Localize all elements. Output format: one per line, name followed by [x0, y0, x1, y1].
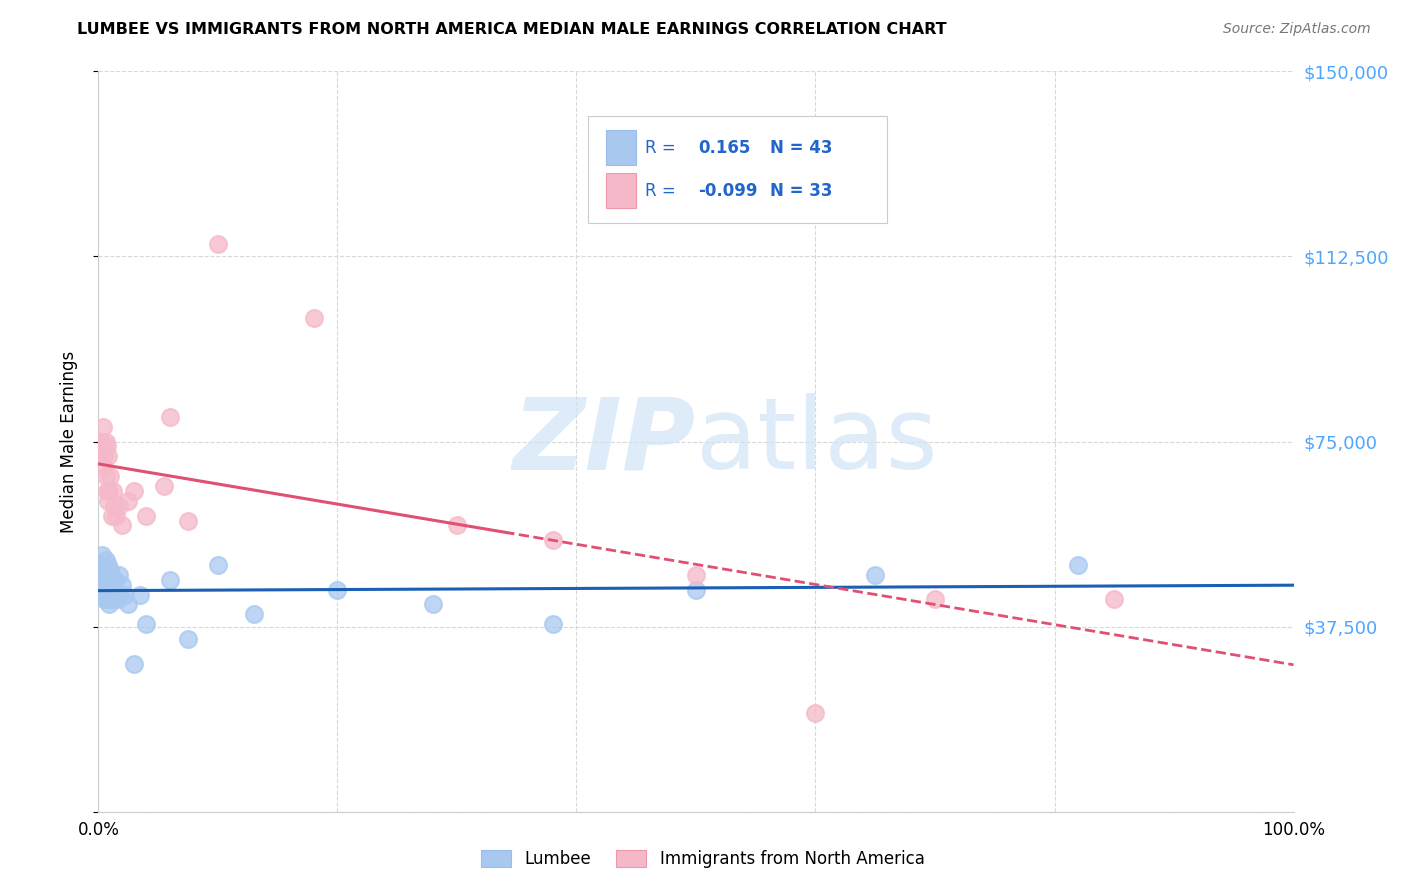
- Point: [91, 577, 114, 591]
- Point: [446, 518, 468, 533]
- Text: Source: ZipAtlas.com: Source: ZipAtlas.com: [1223, 22, 1371, 37]
- Point: [1067, 558, 1090, 572]
- Point: [98, 563, 122, 577]
- Text: R =: R =: [644, 138, 681, 157]
- Point: [326, 582, 349, 597]
- Point: [117, 493, 139, 508]
- Point: [135, 617, 157, 632]
- Point: [207, 558, 229, 572]
- Point: [91, 588, 114, 602]
- Point: [1104, 592, 1126, 607]
- Point: [129, 588, 152, 602]
- Y-axis label: Median Male Earnings: Median Male Earnings: [59, 351, 77, 533]
- Point: [97, 588, 120, 602]
- Point: [103, 499, 125, 513]
- Point: [135, 508, 157, 523]
- Point: [98, 598, 121, 612]
- Point: [98, 469, 122, 483]
- Point: [100, 573, 122, 587]
- Point: [685, 582, 707, 597]
- Point: [90, 434, 112, 449]
- Point: [159, 409, 181, 424]
- Point: [91, 419, 114, 434]
- Point: [91, 459, 114, 474]
- Point: [111, 518, 134, 533]
- Point: [103, 592, 125, 607]
- Text: ZIP: ZIP: [513, 393, 696, 490]
- Point: [94, 469, 117, 483]
- Point: [107, 567, 129, 582]
- Point: [89, 558, 111, 572]
- Point: [124, 483, 146, 498]
- Point: [101, 483, 124, 498]
- Point: [177, 514, 200, 528]
- Text: atlas: atlas: [696, 393, 938, 490]
- Point: [108, 588, 131, 602]
- Point: [98, 592, 122, 607]
- Point: [111, 577, 134, 591]
- Point: [93, 592, 115, 607]
- Point: [302, 311, 325, 326]
- Point: [96, 592, 118, 607]
- Point: [90, 573, 112, 587]
- Point: [207, 237, 229, 252]
- Point: [124, 657, 146, 671]
- Point: [541, 617, 564, 632]
- Text: 0.165: 0.165: [699, 138, 751, 157]
- Point: [153, 479, 176, 493]
- Point: [924, 592, 946, 607]
- Point: [105, 508, 128, 523]
- Point: [97, 558, 120, 572]
- Point: [117, 598, 139, 612]
- Text: N = 43: N = 43: [770, 138, 832, 157]
- Point: [243, 607, 266, 622]
- Point: [98, 483, 121, 498]
- Point: [94, 434, 117, 449]
- Point: [96, 573, 118, 587]
- Point: [98, 577, 121, 591]
- Point: [114, 588, 136, 602]
- Point: [100, 588, 122, 602]
- Point: [91, 563, 114, 577]
- Point: [107, 592, 129, 607]
- FancyBboxPatch shape: [606, 173, 637, 209]
- Point: [159, 573, 181, 587]
- Point: [541, 533, 564, 548]
- Point: [685, 567, 707, 582]
- Point: [96, 440, 118, 454]
- Point: [104, 573, 127, 587]
- Point: [100, 508, 122, 523]
- Point: [96, 483, 118, 498]
- Point: [93, 567, 115, 582]
- Point: [865, 567, 887, 582]
- Text: N = 33: N = 33: [770, 182, 832, 201]
- Point: [177, 632, 200, 646]
- Point: [105, 582, 128, 597]
- Point: [804, 706, 827, 720]
- Point: [97, 493, 120, 508]
- Text: LUMBEE VS IMMIGRANTS FROM NORTH AMERICA MEDIAN MALE EARNINGS CORRELATION CHART: LUMBEE VS IMMIGRANTS FROM NORTH AMERICA …: [77, 22, 948, 37]
- Point: [107, 499, 129, 513]
- FancyBboxPatch shape: [589, 116, 887, 223]
- Point: [94, 553, 117, 567]
- Text: -0.099: -0.099: [699, 182, 758, 201]
- Point: [91, 444, 114, 458]
- Text: R =: R =: [644, 182, 681, 201]
- Point: [422, 598, 444, 612]
- Point: [93, 450, 115, 464]
- FancyBboxPatch shape: [606, 130, 637, 165]
- Point: [97, 450, 120, 464]
- Legend: Lumbee, Immigrants from North America: Lumbee, Immigrants from North America: [475, 843, 931, 875]
- Point: [91, 548, 114, 562]
- Point: [101, 577, 124, 591]
- Point: [94, 582, 117, 597]
